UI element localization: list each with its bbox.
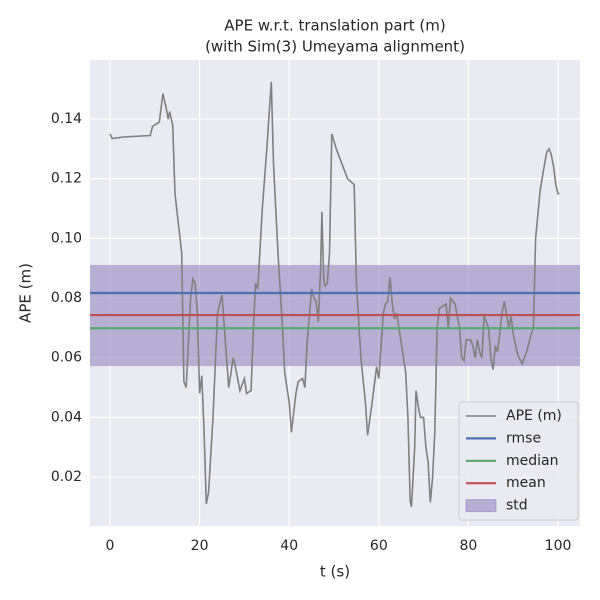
y-tick-label: 0.08 [51, 290, 82, 306]
legend-box [458, 401, 579, 521]
legend-label: median [506, 453, 558, 469]
chart-subtitle: (with Sim(3) Umeyama alignment) [205, 38, 465, 56]
x-tick-label: 40 [280, 538, 298, 554]
x-tick-label: 20 [191, 538, 209, 554]
y-tick-label: 0.02 [51, 469, 82, 485]
x-tick-label: 60 [370, 538, 388, 554]
legend-label: mean [506, 475, 546, 491]
legend-swatch [465, 499, 497, 513]
y-tick-label: 0.10 [51, 230, 82, 246]
y-tick-label: 0.04 [51, 409, 82, 425]
y-tick-label: 0.06 [51, 350, 82, 366]
y-axis-label: APE (m) [17, 263, 35, 323]
x-tick-label: 100 [545, 538, 572, 554]
x-tick-label: 0 [106, 538, 115, 554]
legend-label: APE (m) [506, 408, 562, 424]
y-tick-label: 0.12 [51, 171, 82, 187]
y-tick-label: 0.14 [51, 111, 82, 127]
legend-label: rmse [506, 430, 541, 446]
ape-line [109, 81, 560, 508]
chart-title: APE w.r.t. translation part (m) [224, 17, 445, 35]
legend-label: std [506, 498, 528, 514]
x-axis-label: t (s) [320, 563, 350, 581]
x-tick-label: 80 [460, 538, 478, 554]
